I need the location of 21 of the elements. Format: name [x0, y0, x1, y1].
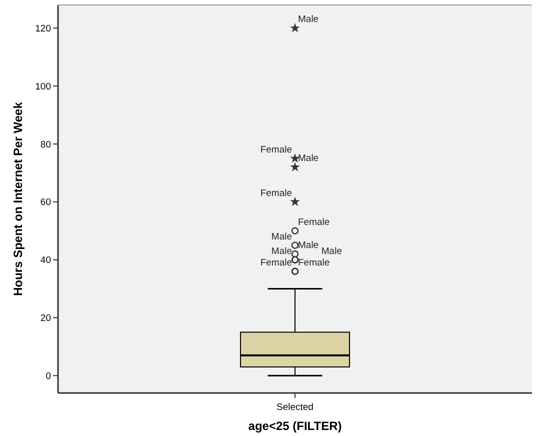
- annotation: Female: [260, 144, 292, 156]
- annotation: Male: [298, 153, 319, 164]
- annotation: Female: [260, 188, 292, 199]
- y-tick-label: 0: [46, 370, 51, 382]
- annotation: Female: [260, 257, 292, 268]
- annotation: Male: [298, 240, 319, 252]
- annotation: Male: [298, 14, 319, 26]
- y-tick-label: 80: [40, 139, 51, 150]
- annotation: Male: [321, 246, 342, 257]
- y-tick-label: 40: [40, 255, 51, 266]
- y-tick-label: 120: [35, 23, 51, 34]
- annotation: Male: [271, 231, 292, 242]
- y-tick-label: 100: [35, 81, 51, 92]
- annotation: Female: [298, 257, 330, 268]
- x-tick-label: Selected: [276, 402, 314, 413]
- annotation: Female: [298, 216, 330, 228]
- y-tick-label: 60: [40, 197, 51, 208]
- x-axis-title: age<25 (FILTER): [248, 419, 342, 433]
- y-tick-label: 20: [40, 313, 51, 324]
- y-axis-title: Hours Spent on Internet Per Week: [11, 102, 25, 296]
- annotation: Male: [271, 246, 292, 257]
